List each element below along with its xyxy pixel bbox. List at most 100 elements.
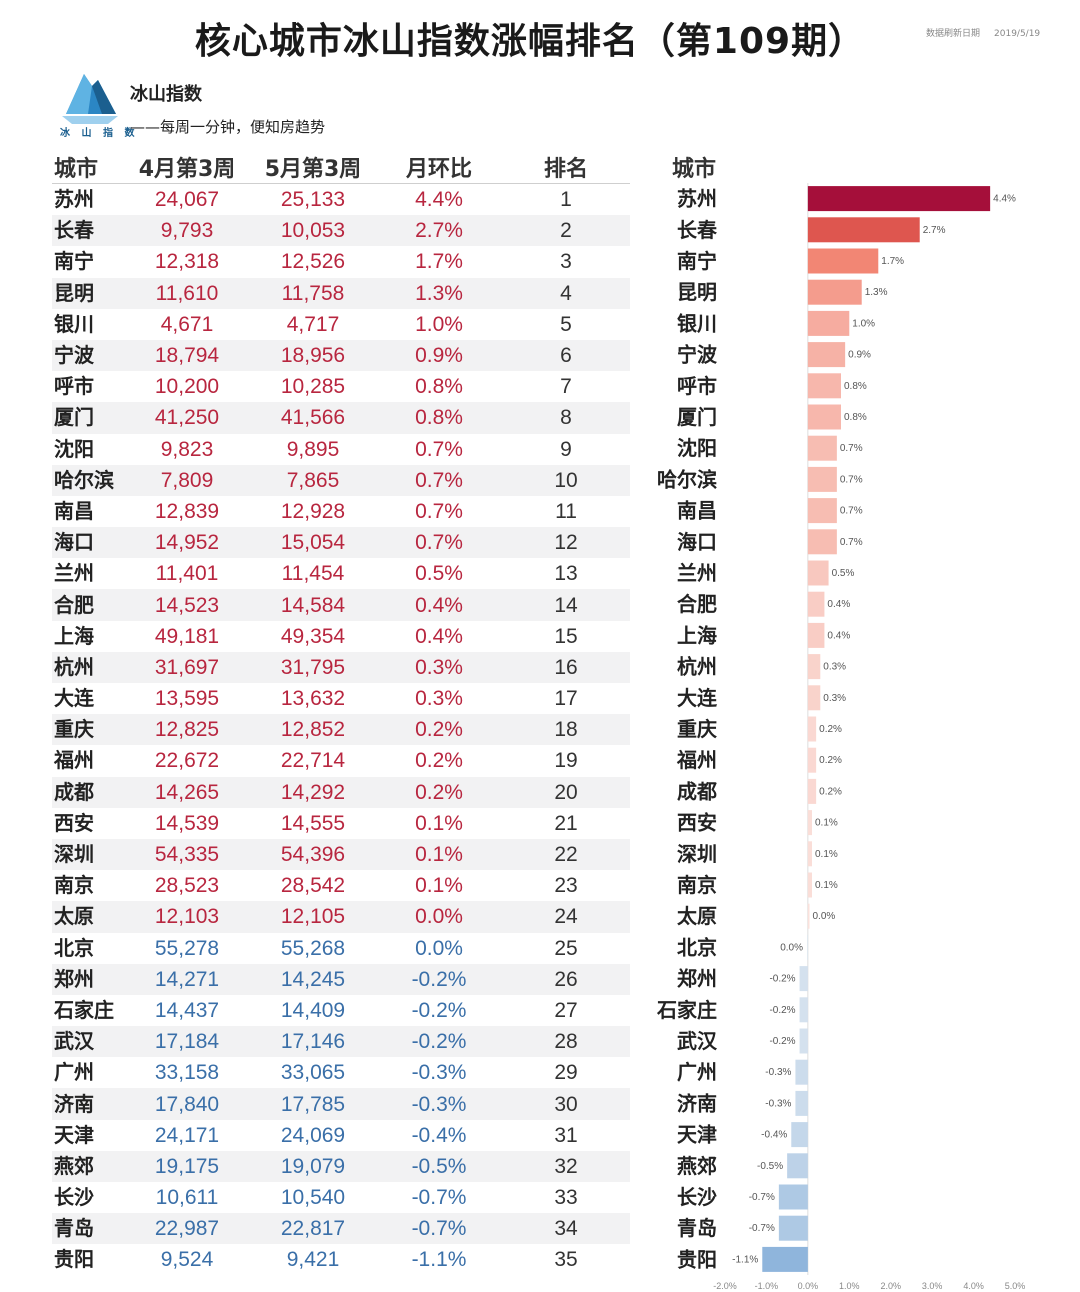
category-label: 兰州	[677, 561, 717, 585]
table-row: 广州 33,158 33,065 -0.3% 29	[52, 1057, 630, 1089]
bar	[807, 498, 837, 524]
category-label: 昆明	[677, 280, 717, 304]
may-cell: 12,852	[250, 714, 376, 746]
table-row: 南宁 12,318 12,526 1.7% 3	[52, 246, 630, 278]
table-row: 南京 28,523 28,542 0.1% 23	[52, 870, 630, 902]
table-row: 石家庄 14,437 14,409 -0.2% 27	[52, 994, 630, 1027]
category-label: 武汉	[677, 1029, 718, 1053]
bar	[799, 1028, 808, 1054]
may-cell: 49,354	[250, 620, 376, 652]
bar	[787, 1153, 808, 1179]
city-cell: 长春	[52, 215, 124, 247]
apr-cell: 12,825	[124, 714, 250, 746]
data-label: 4.4%	[993, 194, 1016, 205]
apr-cell: 12,839	[124, 495, 250, 528]
bar	[807, 342, 846, 368]
table-row: 青岛 22,987 22,817 -0.7% 34	[52, 1213, 630, 1245]
bar	[807, 654, 821, 680]
x-tick-label: 0.0%	[798, 1281, 819, 1291]
rank-cell: 12	[502, 527, 630, 559]
mom-cell: 0.4%	[376, 589, 502, 621]
category-label: 北京	[677, 935, 717, 959]
may-cell: 28,542	[250, 870, 376, 902]
mom-cell: -0.5%	[376, 1150, 502, 1182]
x-tick-label: 1.0%	[839, 1281, 860, 1291]
data-label: 0.2%	[819, 755, 842, 766]
mom-cell: -1.1%	[376, 1244, 502, 1276]
col-header-city: 城市	[52, 150, 124, 184]
category-label: 福州	[676, 748, 717, 772]
rank-cell: 31	[502, 1119, 630, 1151]
update-label: 数据刷新日期	[926, 29, 981, 39]
mom-cell: 0.1%	[376, 807, 502, 839]
bar	[807, 186, 991, 212]
may-cell: 17,146	[250, 1026, 376, 1058]
table-row: 昆明 11,610 11,758 1.3% 4	[52, 277, 630, 309]
mom-cell: 0.7%	[376, 527, 502, 559]
apr-cell: 17,840	[124, 1088, 250, 1120]
apr-cell: 12,318	[124, 246, 250, 278]
category-label: 呼市	[677, 374, 717, 398]
brand-slogan: ——每周一分钟，便知房趋势	[130, 118, 326, 136]
city-cell: 济南	[52, 1088, 124, 1120]
category-label: 太原	[677, 904, 717, 928]
city-cell: 郑州	[52, 963, 124, 995]
category-label: 青岛	[677, 1216, 717, 1240]
city-cell: 福州	[52, 745, 124, 777]
apr-cell: 24,067	[124, 183, 250, 216]
rank-cell: 29	[502, 1057, 630, 1089]
chart-header: 城市	[672, 156, 716, 182]
rank-cell: 1	[502, 183, 630, 216]
category-label: 海口	[677, 530, 717, 554]
mom-cell: 0.2%	[376, 745, 502, 777]
rank-cell: 26	[502, 963, 630, 995]
bar	[795, 1090, 808, 1116]
may-cell: 12,526	[250, 246, 376, 278]
may-cell: 15,054	[250, 527, 376, 559]
apr-cell: 33,158	[124, 1057, 250, 1089]
may-cell: 19,079	[250, 1150, 376, 1182]
apr-cell: 14,539	[124, 807, 250, 839]
category-label: 郑州	[677, 967, 717, 991]
category-label: 银川	[677, 311, 717, 335]
data-label: 0.3%	[823, 693, 846, 704]
rank-cell: 27	[502, 994, 630, 1027]
mom-cell: 4.4%	[376, 183, 502, 216]
mom-cell: 2.7%	[376, 215, 502, 247]
col-header-apr: 4月第3周	[124, 150, 250, 184]
city-cell: 沈阳	[52, 433, 124, 465]
bar	[799, 997, 808, 1023]
rank-cell: 25	[502, 932, 630, 964]
category-label: 长沙	[677, 1185, 717, 1209]
data-label: 0.4%	[827, 599, 850, 610]
apr-cell: 22,987	[124, 1213, 250, 1245]
bar	[778, 1215, 808, 1241]
apr-cell: 22,672	[124, 745, 250, 777]
may-cell: 9,421	[250, 1244, 376, 1276]
mom-cell: 0.7%	[376, 433, 502, 465]
table-row: 长春 9,793 10,053 2.7% 2	[52, 215, 630, 247]
apr-cell: 11,401	[124, 558, 250, 590]
data-label: -1.1%	[732, 1254, 758, 1265]
data-label: 0.7%	[840, 443, 863, 454]
bar	[807, 248, 879, 274]
mom-cell: 0.8%	[376, 371, 502, 403]
bar	[807, 841, 812, 867]
rank-cell: 3	[502, 246, 630, 278]
mom-cell: 0.7%	[376, 464, 502, 496]
bar	[807, 622, 825, 648]
may-cell: 41,566	[250, 402, 376, 434]
data-label: -0.7%	[749, 1192, 775, 1203]
category-label: 杭州	[677, 655, 717, 679]
category-label: 石家庄	[656, 998, 717, 1022]
table-row: 兰州 11,401 11,454 0.5% 13	[52, 558, 630, 590]
bar	[807, 466, 837, 492]
city-cell: 南京	[52, 870, 124, 902]
rank-cell: 23	[502, 870, 630, 902]
bar	[807, 872, 812, 898]
category-label: 贵阳	[677, 1247, 717, 1271]
may-cell: 17,785	[250, 1088, 376, 1120]
mom-cell: -0.2%	[376, 1026, 502, 1058]
data-label: 0.5%	[832, 568, 855, 579]
page-title: 核心城市冰山指数涨幅排名（第109期）	[194, 21, 866, 62]
